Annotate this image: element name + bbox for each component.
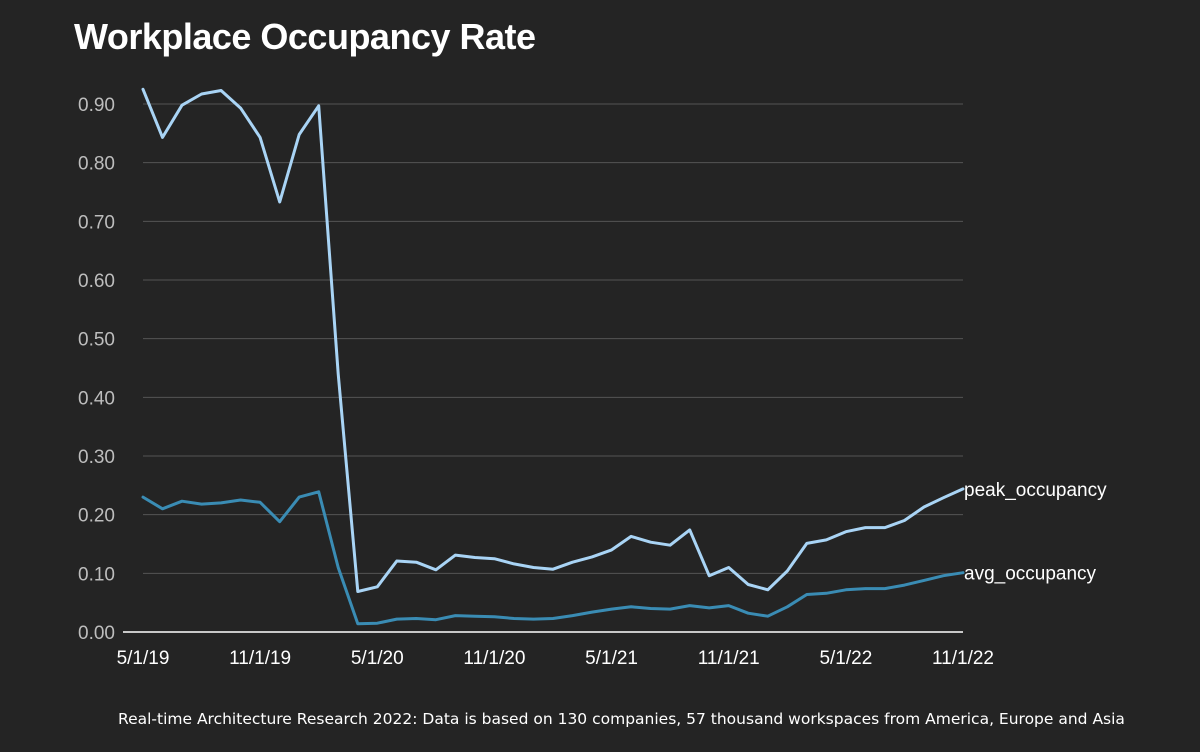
x-tick-label: 5/1/20	[351, 648, 404, 669]
y-tick-label: 0.00	[78, 623, 115, 644]
series-lines	[141, 87, 965, 626]
y-tick-label: 0.60	[78, 271, 115, 292]
x-tick-label: 5/1/21	[585, 648, 638, 669]
x-tick-label: 11/1/19	[229, 648, 291, 669]
y-tick-label: 0.70	[78, 212, 115, 233]
series-line-avg_occupancy	[141, 490, 965, 626]
series-labels: peak_occupancy avg_occupancy	[964, 480, 1107, 585]
grid-lines	[143, 103, 963, 574]
x-tick-label: 11/1/20	[463, 648, 525, 669]
y-tick-label: 0.50	[78, 330, 115, 351]
series-line-peak_occupancy	[141, 87, 965, 593]
chart-title: Workplace Occupancy Rate	[74, 16, 536, 57]
y-tick-label: 0.30	[78, 447, 115, 468]
x-tick-label: 5/1/19	[117, 648, 170, 669]
y-tick-label: 0.10	[78, 564, 115, 585]
y-tick-label: 0.90	[78, 95, 115, 116]
y-tick-label: 0.80	[78, 154, 115, 175]
series-label-peak_occupancy: peak_occupancy	[964, 480, 1107, 501]
x-tick-label: 5/1/22	[819, 648, 872, 669]
source-note: Real-time Architecture Research 2022: Da…	[118, 710, 1125, 728]
x-tick-label: 11/1/22	[932, 648, 994, 669]
y-axis-ticks: 0.00 0.10 0.20 0.30 0.40 0.50 0.60 0.70 0.80 0.90	[78, 95, 115, 644]
x-axis-ticks: 5/1/19 11/1/19 5/1/20 11/1/20 5/1/21 11/1/21 5…	[117, 648, 994, 669]
y-tick-label: 0.40	[78, 388, 115, 409]
y-tick-label: 0.20	[78, 506, 115, 527]
x-tick-label: 11/1/21	[698, 648, 760, 669]
series-label-avg_occupancy: avg_occupancy	[964, 564, 1097, 585]
